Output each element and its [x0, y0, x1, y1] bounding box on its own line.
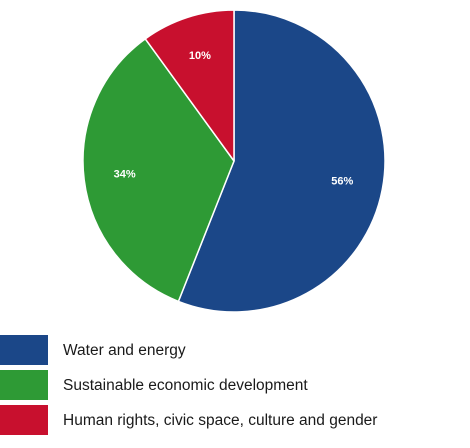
pie-slice-1 — [177, 9, 386, 313]
pie-chart: 56% 34% 10% — [82, 9, 386, 313]
legend-swatch-1 — [0, 335, 48, 365]
legend-item-3: Human rights, civic space, culture and g… — [0, 403, 470, 438]
legend-swatch-3 — [0, 405, 48, 435]
slice-data-label-1: 56% — [331, 176, 353, 188]
legend: Water and energy Sustainable economic dev… — [0, 333, 470, 438]
legend-item-2: Sustainable economic development — [0, 368, 470, 403]
slice-data-label-3: 10% — [189, 50, 211, 62]
pie-slice-2 — [82, 38, 235, 303]
legend-label-2: Sustainable economic development — [63, 377, 308, 394]
pie-slice-3 — [144, 9, 235, 162]
legend-label-3: Human rights, civic space, culture and g… — [63, 412, 378, 429]
slice-data-label-2: 34% — [114, 169, 136, 181]
legend-label-1: Water and energy — [63, 342, 186, 359]
legend-swatch-2 — [0, 370, 48, 400]
pie-chart-svg: 56% 34% 10% — [82, 9, 386, 313]
legend-item-1: Water and energy — [0, 333, 470, 368]
